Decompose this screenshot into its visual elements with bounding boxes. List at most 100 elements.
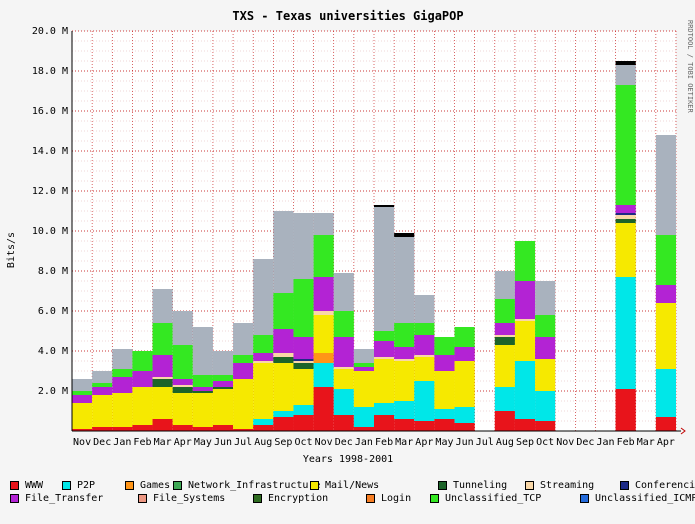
bar-segment xyxy=(535,315,556,337)
bar-segment xyxy=(233,355,254,363)
bar-segment xyxy=(313,387,334,431)
bar-segment xyxy=(535,281,556,315)
bar-segment xyxy=(333,415,354,431)
legend-swatch xyxy=(253,494,262,503)
bar-segment xyxy=(535,391,556,421)
bar-segment xyxy=(615,205,636,213)
bar-segment xyxy=(112,377,133,393)
x-tick-label: Feb xyxy=(375,437,393,448)
bar-segment xyxy=(494,337,515,345)
bar-segment xyxy=(394,233,415,237)
bar-segment xyxy=(92,387,113,395)
legend-item: P2P xyxy=(62,480,95,491)
x-tick-label: Mar xyxy=(395,437,413,448)
bar-segment xyxy=(374,341,395,357)
bar-segment xyxy=(253,363,274,419)
bar-segment xyxy=(233,323,254,355)
bar-segment xyxy=(313,353,334,363)
bar-segment xyxy=(394,419,415,431)
bar-segment xyxy=(293,213,314,279)
bar-segment xyxy=(212,381,234,387)
bar-segment xyxy=(535,421,556,431)
bar-segment xyxy=(152,323,173,355)
bar-segment xyxy=(333,389,354,415)
bar-segment xyxy=(212,425,234,431)
bar-segment xyxy=(273,353,294,357)
legend-swatch xyxy=(62,481,71,490)
bar-segment xyxy=(353,349,374,363)
bar-segment xyxy=(434,371,455,409)
legend-label: WWW xyxy=(25,480,44,491)
bar-segment xyxy=(615,219,636,223)
bar-segment xyxy=(494,323,515,335)
bar-segment xyxy=(132,425,153,431)
bar-segment xyxy=(333,367,354,369)
bar-segment xyxy=(212,375,234,381)
bar-segment xyxy=(112,393,133,427)
bar-segment xyxy=(233,363,254,379)
bar-segment xyxy=(454,327,475,347)
legend-label: Streaming xyxy=(540,480,595,491)
bar-segment xyxy=(353,371,374,407)
bar-segment xyxy=(615,389,636,431)
x-tick-label: Jan xyxy=(113,437,131,448)
x-tick-label: Jan xyxy=(355,437,373,448)
bar-segment xyxy=(374,359,395,403)
bar-segment xyxy=(655,417,676,431)
bar-segment xyxy=(494,345,515,387)
x-tick-label: Dec xyxy=(93,437,111,448)
bar-segment xyxy=(192,375,213,387)
bar-segment xyxy=(172,387,193,393)
bar-segment xyxy=(313,311,334,315)
bar-segment xyxy=(192,327,213,375)
legend-label: P2P xyxy=(77,480,96,491)
bar-segment xyxy=(414,357,435,381)
bar-segment xyxy=(152,377,173,379)
bar-segment xyxy=(273,293,294,329)
x-tick-label: Feb xyxy=(133,437,151,448)
legend-row: File_Transfer File_Systems Encryption Login… xyxy=(10,493,695,506)
legend-label: Games xyxy=(140,480,171,491)
x-tick-label: May xyxy=(194,437,212,448)
bar-segment xyxy=(374,403,395,415)
bar-segment xyxy=(374,205,395,207)
y-tick-label: 6.0 M xyxy=(38,306,68,317)
bar-segment xyxy=(152,355,173,377)
bar-segment xyxy=(333,273,354,311)
bar-segment xyxy=(454,423,475,431)
bar-segment xyxy=(92,395,113,427)
bar-segment xyxy=(615,61,636,65)
bar-segment xyxy=(152,387,173,419)
bar-segment xyxy=(655,285,676,303)
bar-segment xyxy=(374,331,395,341)
bar-segment xyxy=(253,361,274,363)
bar-segment xyxy=(152,419,173,431)
bar-segment xyxy=(293,415,314,431)
legend-swatch xyxy=(10,494,19,503)
y-tick-label: 12.0 M xyxy=(32,186,68,197)
bar-segment xyxy=(233,379,254,429)
bar-segment xyxy=(172,385,193,387)
bar-segment xyxy=(333,337,354,367)
legend-item: File_Systems xyxy=(138,493,225,504)
bar-segment xyxy=(514,319,536,321)
legend-item: Mail/News xyxy=(310,480,379,491)
bar-segment xyxy=(273,411,294,417)
bar-segment xyxy=(414,421,435,431)
bar-segment xyxy=(253,419,274,425)
x-tick-label: Dec xyxy=(335,437,353,448)
plot-area: 2.0 M 4.0 M 6.0 M 8.0 M 10.0 M 12.0 M 14.0 M 16… xyxy=(32,26,686,448)
legend-item: Tunneling xyxy=(438,480,507,491)
legend-label: Mail/News xyxy=(325,480,380,491)
bar-segment xyxy=(273,211,294,293)
bar-segment xyxy=(615,223,636,277)
bar-segment xyxy=(152,379,173,387)
x-tick-label: Oct xyxy=(295,437,313,448)
legend-item: Login xyxy=(366,493,411,504)
bar-segment xyxy=(253,335,274,353)
bar-segment xyxy=(374,357,395,359)
x-tick-label: Jun xyxy=(214,437,232,448)
bar-segment xyxy=(313,213,334,235)
bar-segment xyxy=(313,315,334,353)
bar-segment xyxy=(212,389,234,425)
